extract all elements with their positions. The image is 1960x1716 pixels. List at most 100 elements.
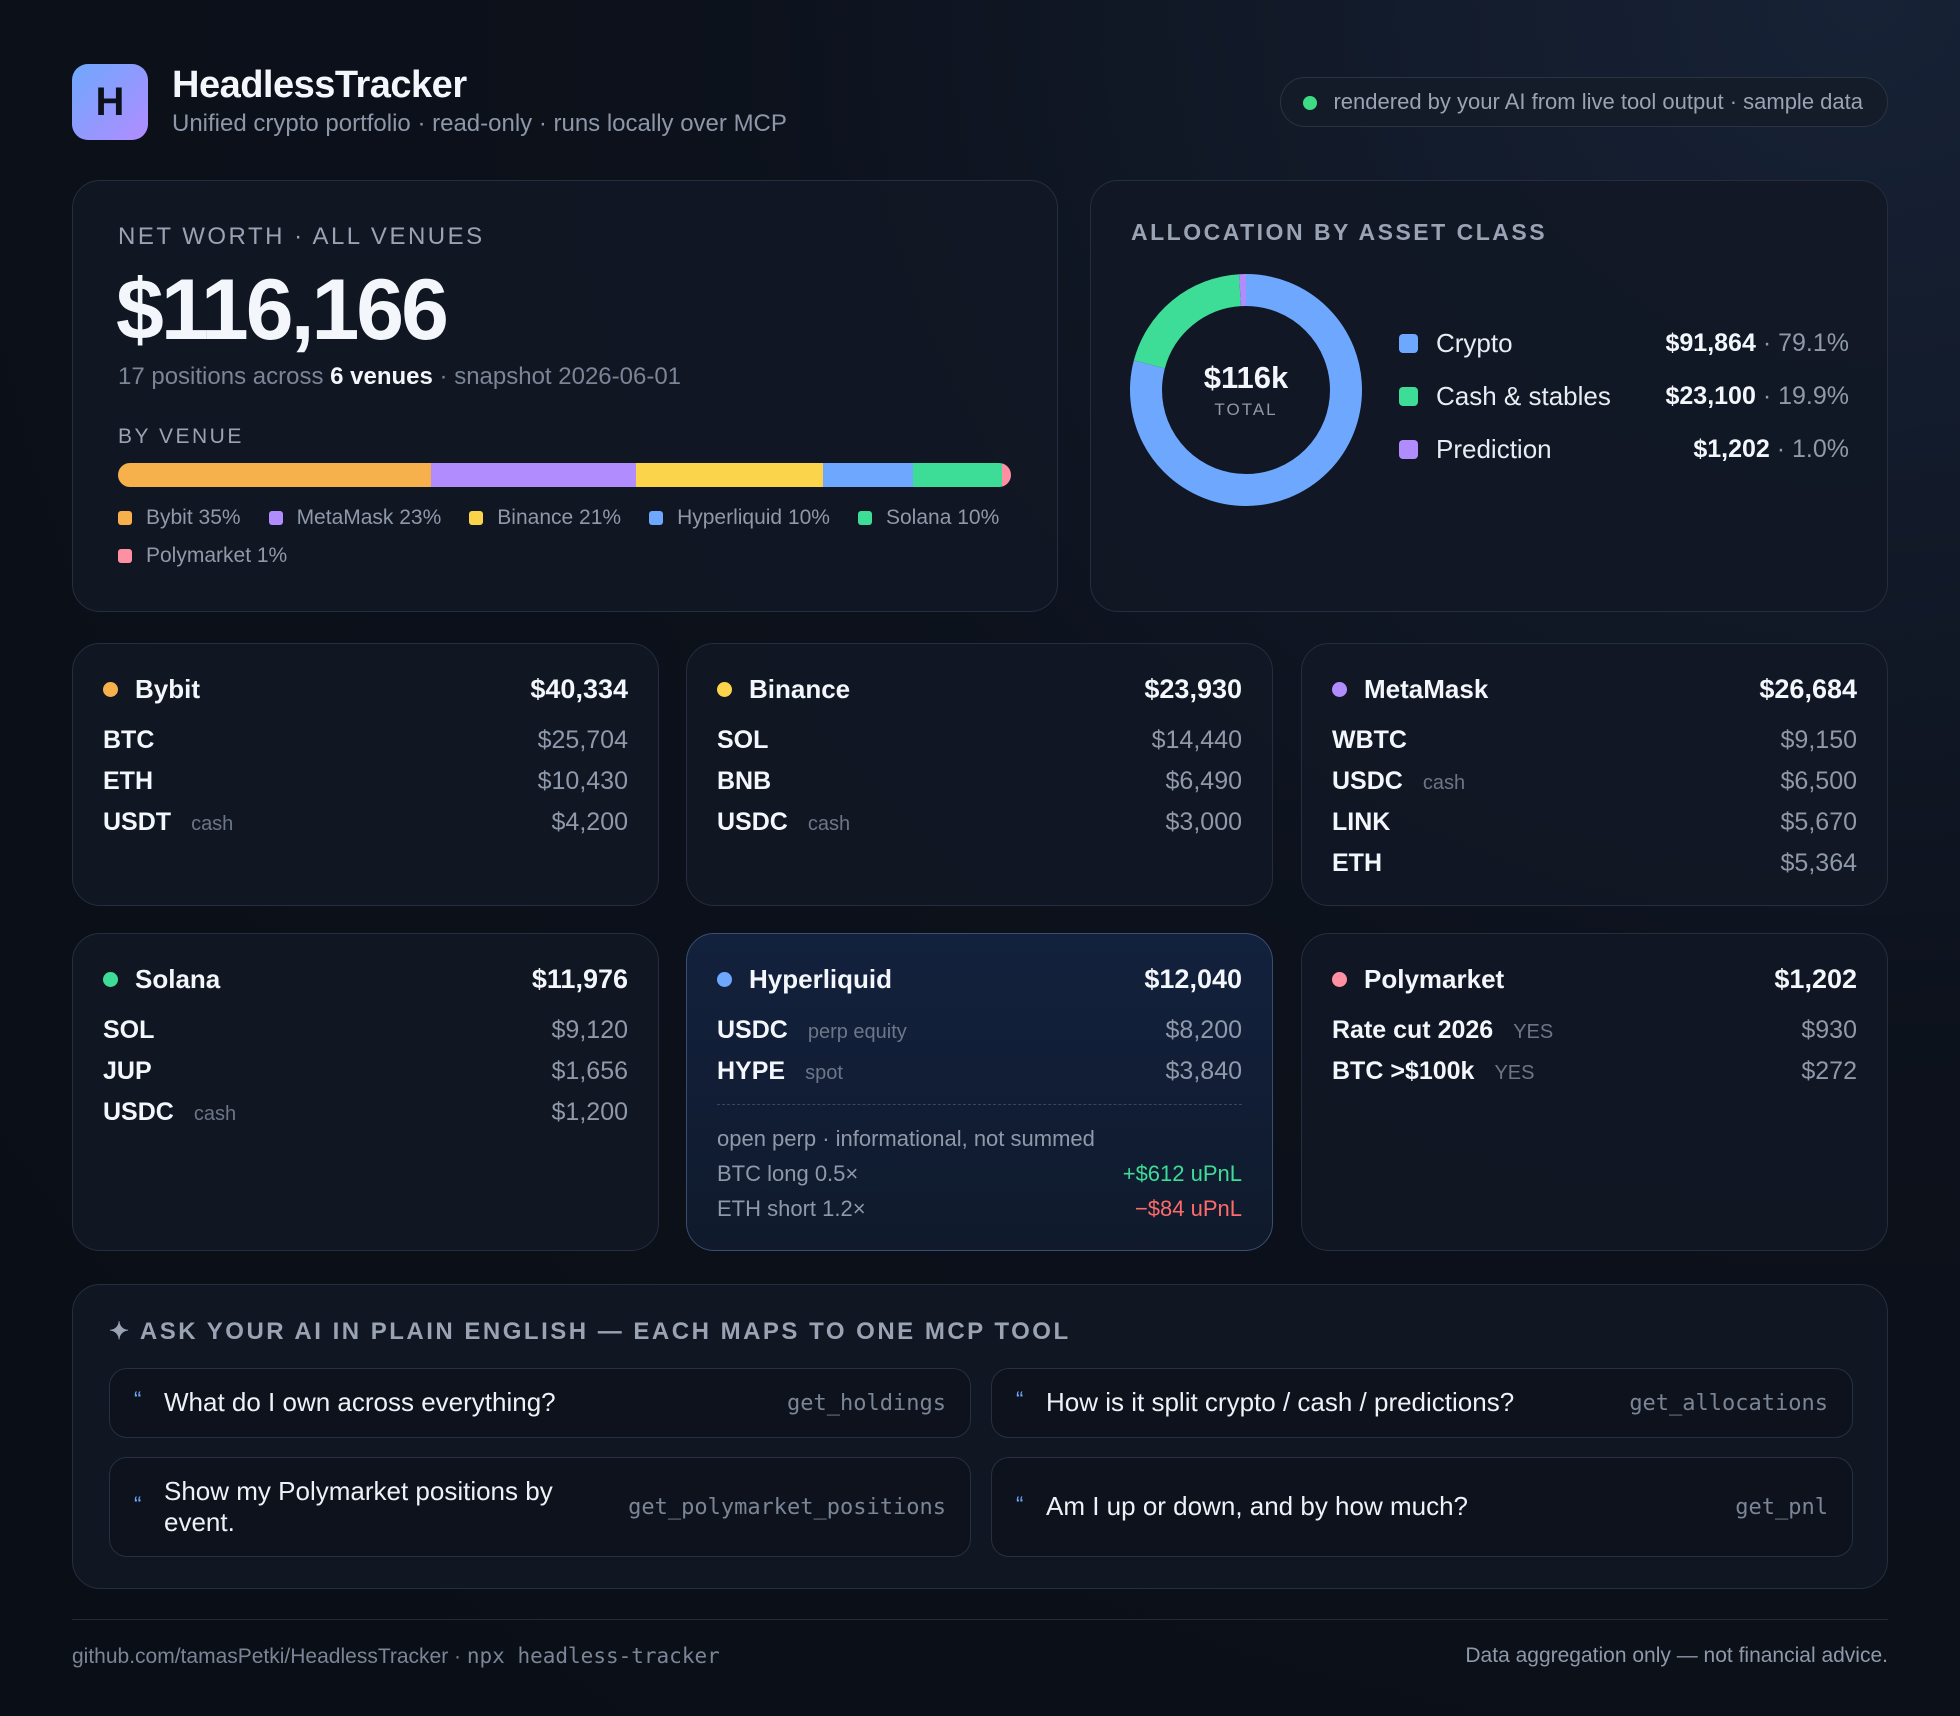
quote-icon: “ — [1016, 1387, 1024, 1412]
holding-row: WBTC $9,150 — [1332, 720, 1857, 761]
venue-card-polymarket[interactable]: Polymarket $1,202 Rate cut 2026 YES $930 BTC … — [1301, 933, 1888, 1251]
venue-dot-icon — [103, 681, 118, 697]
venue-bar-segment-binance — [635, 463, 824, 487]
venue-holdings-list: BTC $25,704 ETH $10,430 USDT cash $4,200 — [103, 720, 628, 843]
venue-card-hyperliquid[interactable]: Hyperliquid $12,040 USDC perp equity $8,200 H… — [686, 933, 1273, 1251]
allocation-value: $23,100 · 19.9% — [1666, 382, 1850, 411]
venue-bar-segment-solana — [912, 463, 1003, 487]
repo-link[interactable]: github.com/tamasPetki/HeadlessTracker · — [72, 1645, 462, 1668]
venue-name: Bybit — [135, 673, 200, 704]
venue-card-solana[interactable]: Solana $11,976 SOL $9,120 JUP $1,656 USDC cash $… — [72, 933, 659, 1251]
footer-disclaimer: Data aggregation only — not financial ad… — [1465, 1644, 1888, 1667]
holding-value: $3,840 — [1165, 1057, 1242, 1085]
holding-row: ETH $10,430 — [103, 761, 628, 802]
venue-card-metamask[interactable]: MetaMask $26,684 WBTC $9,150 USDC cash $6,500 L… — [1301, 643, 1888, 906]
holding-value: $9,150 — [1780, 726, 1857, 754]
holding-row: USDC cash $3,000 — [717, 802, 1242, 843]
venue-legend-item: Hyperliquid 10% — [649, 505, 830, 531]
donut-center: $116k TOTAL — [1129, 273, 1363, 507]
allocation-amount: $23,100 — [1665, 382, 1756, 410]
venue-name: Binance — [749, 673, 851, 704]
holding-symbol: USDC — [1332, 767, 1403, 795]
legend-swatch-icon — [118, 511, 132, 525]
venue-card-header: Solana $11,976 — [103, 962, 628, 996]
venue-holdings-list: SOL $14,440 BNB $6,490 USDC cash $3,000 — [717, 720, 1242, 843]
holding-symbol: HYPE — [717, 1057, 786, 1085]
venue-legend-label: Polymarket 1% — [146, 544, 288, 567]
venue-card-bybit[interactable]: Bybit $40,334 BTC $25,704 ETH $10,430 USDT cash… — [72, 643, 659, 906]
venue-card-header: Hyperliquid $12,040 — [717, 962, 1242, 996]
holding-symbol: BNB — [717, 767, 772, 795]
prompt-card[interactable]: “ What do I own across everything? get_h… — [109, 1368, 971, 1438]
prompt-card[interactable]: “ Am I up or down, and by how much? get_… — [991, 1457, 1853, 1557]
holding-row: BNB $6,490 — [717, 761, 1242, 802]
perp-label: ETH short 1.2× — [717, 1196, 866, 1221]
holding-row: BTC $25,704 — [103, 720, 628, 761]
holding-symbol: USDC — [103, 1098, 174, 1126]
holding-tag: cash — [807, 812, 851, 835]
allocation-pct: · 19.9% — [1762, 382, 1849, 410]
venue-card-binance[interactable]: Binance $23,930 SOL $14,440 BNB $6,490 USDC cas… — [686, 643, 1273, 906]
venue-dot-icon — [1332, 681, 1347, 697]
holding-value: $5,364 — [1780, 849, 1857, 877]
holding-value: $25,704 — [537, 726, 628, 754]
holding-value: $6,500 — [1780, 767, 1857, 795]
allocation-list: Crypto $91,864 · 79.1% Cash & stables $23,1… — [1399, 317, 1849, 476]
venue-bar-segment-metamask — [430, 463, 636, 487]
holding-symbol: USDC — [717, 808, 788, 836]
venue-legend-label: Hyperliquid 10% — [677, 506, 830, 529]
venue-legend-item: MetaMask 23% — [268, 505, 441, 531]
venue-name: MetaMask — [1364, 673, 1489, 704]
venue-distribution-bar — [118, 463, 1011, 487]
app-title: HeadlessTracker — [172, 64, 467, 106]
holding-symbol: USDT — [103, 808, 172, 836]
live-status-dot-icon — [1303, 96, 1318, 110]
allocation-label: ALLOCATION BY ASSET CLASS — [1131, 219, 1548, 245]
ask-ai-label: ✦ ASK YOUR AI IN PLAIN ENGLISH — EACH MA… — [109, 1318, 1071, 1345]
holding-symbol: ETH — [103, 767, 153, 795]
venue-holdings-list: SOL $9,120 JUP $1,656 USDC cash $1,200 — [103, 1010, 628, 1133]
allocation-row: Cash & stables $23,100 · 19.9% — [1399, 370, 1849, 423]
venue-bar-segment-polymarket — [1002, 463, 1011, 487]
holding-row: LINK $5,670 — [1332, 802, 1857, 843]
venue-total: $11,976 — [531, 963, 628, 994]
allocation-class-name: Cash & stables — [1436, 381, 1611, 411]
prompt-card[interactable]: “ Show my Polymarket positions by event.… — [109, 1457, 971, 1557]
venue-dot-icon — [1332, 971, 1347, 987]
legend-swatch-icon — [118, 549, 132, 563]
ask-ai-card: ✦ ASK YOUR AI IN PLAIN ENGLISH — EACH MA… — [72, 1284, 1888, 1589]
allocation-pct: · 79.1% — [1762, 329, 1849, 357]
donut-center-label: TOTAL — [1214, 400, 1278, 419]
holding-value: $8,200 — [1165, 1016, 1242, 1044]
holding-tag: cash — [193, 1102, 237, 1125]
perp-row: BTC long 0.5× +$612 uPnL — [717, 1161, 1242, 1191]
perp-pnl: −$84 uPnL — [1134, 1196, 1242, 1221]
holding-value: $3,000 — [1165, 808, 1242, 836]
holding-value: $1,200 — [551, 1098, 628, 1126]
quote-icon: “ — [134, 1387, 142, 1412]
perp-label: BTC long 0.5× — [717, 1161, 859, 1186]
footer-repo[interactable]: github.com/tamasPetki/HeadlessTracker · … — [72, 1644, 720, 1669]
quote-icon: “ — [1016, 1492, 1024, 1517]
holding-tag: YES — [1494, 1061, 1535, 1084]
venue-dot-icon — [717, 971, 732, 987]
net-worth-card: NET WORTH · ALL VENUES $116,166 17 posit… — [72, 180, 1058, 612]
holding-row: USDT cash $4,200 — [103, 802, 628, 843]
perp-divider — [717, 1104, 1242, 1105]
venue-name: Polymarket — [1364, 963, 1505, 994]
venue-total: $12,040 — [1144, 963, 1242, 994]
prompt-text: What do I own across everything? — [164, 1387, 556, 1417]
venue-total: $23,930 — [1144, 673, 1242, 704]
allocation-swatch-icon — [1399, 387, 1418, 406]
allocation-class-name: Prediction — [1436, 434, 1552, 464]
prompt-tool-name: get_allocations — [1629, 1391, 1828, 1416]
venue-name: Solana — [135, 963, 221, 994]
venue-legend-item: Solana 10% — [857, 505, 999, 531]
prompt-card[interactable]: “ How is it split crypto / cash / predic… — [991, 1368, 1853, 1438]
allocation-amount: $91,864 — [1665, 329, 1756, 357]
venue-legend-item: Bybit 35% — [118, 505, 241, 531]
net-worth-label: NET WORTH · ALL VENUES — [118, 223, 485, 250]
venue-total: $1,202 — [1774, 963, 1857, 994]
holding-value: $930 — [1801, 1016, 1857, 1044]
holding-row: USDC cash $1,200 — [103, 1092, 628, 1133]
